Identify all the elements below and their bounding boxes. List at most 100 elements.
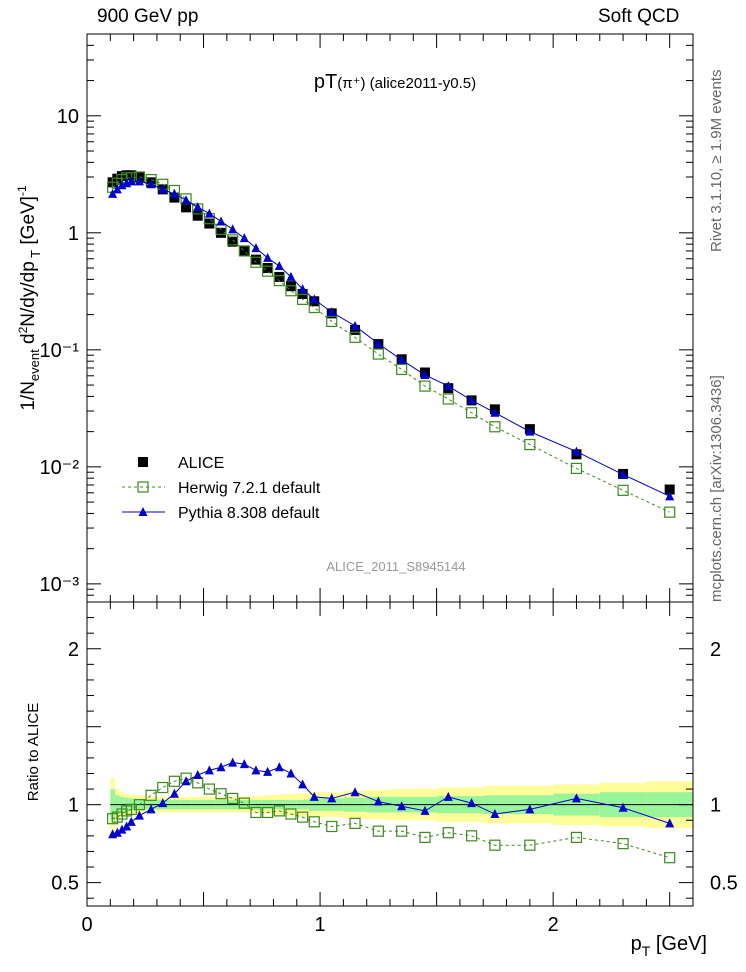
ratio-line-herwig-7-2-1-default — [112, 777, 670, 859]
main-point-pythia-8-308-default — [146, 179, 156, 189]
legend-marker-alice — [138, 457, 148, 467]
main-point-pythia-8-308-default — [134, 176, 144, 186]
ratio-point-herwig-7-2-1-default — [296, 811, 309, 823]
main-point-herwig-7-2-1-default — [442, 393, 454, 405]
ratio-y-tick-label-right: 1 — [710, 795, 721, 817]
main-point-herwig-7-2-1-default — [326, 315, 338, 327]
ratio-point-pythia-8-308-default — [228, 757, 238, 767]
main-point-alice — [239, 245, 250, 256]
main-point-alice — [216, 227, 227, 238]
ratio-point-herwig-7-2-1-default — [419, 831, 431, 844]
main-point-pythia-8-308-default — [443, 381, 453, 391]
y-tick-label: 10⁻¹ — [40, 340, 80, 362]
ratio-point-pythia-8-308-default — [525, 804, 535, 814]
y-axis-label-part: d — [18, 333, 39, 349]
ratio-point-pythia-8-308-default — [327, 793, 337, 803]
main-point-herwig-7-2-1-default — [570, 462, 583, 475]
main-point-pythia-8-308-default — [286, 271, 296, 281]
y-tick-label: 10 — [57, 106, 79, 128]
ratio-point-pythia-8-308-default — [571, 793, 581, 803]
ratio-point-herwig-7-2-1-default — [262, 806, 274, 819]
ratio-point-herwig-7-2-1-default — [326, 820, 338, 833]
ratio-point-pythia-8-308-default — [443, 791, 453, 801]
chart-title-tag: (alice2011-y0.5) — [365, 75, 476, 92]
y-axis-label-part: N/dy/dp — [18, 261, 39, 326]
ratio-point-herwig-7-2-1-default — [133, 799, 146, 811]
main-point-alice — [274, 271, 285, 282]
legend-label-pythia-8-308-default: Pythia 8.308 default — [178, 505, 320, 522]
ratio-point-herwig-7-2-1-default — [145, 789, 157, 801]
x-tick-label: 1 — [315, 914, 326, 936]
main-point-pythia-8-308-default — [216, 216, 226, 226]
main-point-pythia-8-308-default — [169, 188, 179, 198]
main-point-pythia-8-308-default — [274, 261, 284, 271]
header-right: Soft QCD — [598, 6, 680, 27]
ratio-point-herwig-7-2-1-default — [250, 806, 262, 819]
main-point-herwig-7-2-1-default — [372, 348, 384, 360]
ratio-point-herwig-7-2-1-default — [372, 825, 384, 837]
chart-title-particle: (π⁺) — [337, 75, 365, 92]
ratio-point-pythia-8-308-default — [204, 765, 214, 775]
main-point-pythia-8-308-default — [525, 426, 535, 436]
ratio-point-herwig-7-2-1-default — [227, 792, 239, 805]
main-point-pythia-8-308-default — [467, 395, 477, 405]
ratio-point-herwig-7-2-1-default — [489, 839, 501, 851]
main-point-herwig-7-2-1-default — [250, 256, 262, 268]
ratio-point-herwig-7-2-1-default — [442, 827, 454, 839]
main-point-alice — [664, 484, 675, 495]
ratio-point-pythia-8-308-default — [146, 804, 156, 814]
ratio-point-pythia-8-308-default — [274, 762, 284, 772]
main-point-alice — [181, 202, 192, 213]
ratio-point-pythia-8-308-default — [420, 805, 430, 815]
ratio-point-pythia-8-308-default — [134, 810, 144, 820]
ratio-point-pythia-8-308-default — [350, 787, 360, 797]
y-axis-label-part: T — [28, 250, 43, 261]
ratio-point-pythia-8-308-default — [126, 816, 136, 826]
main-point-pythia-8-308-default — [263, 252, 273, 262]
ratio-point-pythia-8-308-default — [122, 821, 132, 831]
main-point-pythia-8-308-default — [350, 320, 360, 330]
ratio-point-pythia-8-308-default — [618, 802, 628, 812]
y-tick-label: 1 — [68, 223, 79, 245]
main-point-pythia-8-308-default — [327, 307, 337, 317]
ratio-point-herwig-7-2-1-default — [308, 816, 320, 828]
y-axis-label-part: event — [27, 349, 42, 381]
ratio-point-pythia-8-308-default — [112, 827, 122, 837]
main-point-pythia-8-308-default — [571, 446, 581, 456]
main-point-pythia-8-308-default — [193, 202, 203, 212]
legend-marker-pythia-8-308-default — [138, 507, 148, 516]
main-point-pythia-8-308-default — [251, 243, 261, 253]
legend-label-alice: ALICE — [178, 455, 224, 472]
y-axis-label: 1/Nevent d2N/dy/dp T [GeV]-1 — [15, 185, 43, 411]
x-axis-label-part: [GeV] — [650, 933, 707, 955]
main-point-pythia-8-308-default — [112, 184, 122, 194]
ratio-point-herwig-7-2-1-default — [465, 830, 478, 842]
ratio-point-pythia-8-308-default — [467, 798, 477, 808]
ratio-point-herwig-7-2-1-default — [215, 788, 227, 800]
ratio-y-tick-label: 1 — [68, 795, 79, 817]
legend-label-herwig-7-2-1-default: Herwig 7.2.1 default — [178, 480, 321, 497]
ratio-point-herwig-7-2-1-default — [273, 805, 285, 817]
ratio-point-pythia-8-308-default — [158, 798, 168, 808]
legend-marker-herwig-7-2-1-default — [137, 481, 149, 493]
y-axis-label-part: -1 — [15, 185, 29, 196]
ratio-point-pythia-8-308-default — [117, 824, 127, 834]
chart-title-main: pT — [314, 71, 337, 93]
ratio-point-pythia-8-308-default — [309, 791, 319, 801]
ratio-point-herwig-7-2-1-default — [664, 852, 676, 864]
main-point-herwig-7-2-1-default — [664, 506, 676, 518]
ratio-point-herwig-7-2-1-default — [570, 831, 583, 844]
ratio-point-herwig-7-2-1-default — [524, 839, 536, 851]
main-point-pythia-8-308-default — [373, 338, 383, 348]
ratio-point-pythia-8-308-default — [286, 768, 296, 778]
ratio-point-herwig-7-2-1-default — [157, 781, 169, 794]
x-tick-label: 0 — [81, 914, 92, 936]
main-point-herwig-7-2-1-default — [296, 293, 309, 305]
main-point-pythia-8-308-default — [618, 469, 628, 479]
ratio-plot-frame — [86, 601, 694, 907]
x-tick-label: 2 — [548, 914, 559, 936]
ratio-point-pythia-8-308-default — [193, 770, 203, 780]
main-point-herwig-7-2-1-default — [349, 331, 361, 343]
ratio-point-pythia-8-308-default — [216, 762, 226, 772]
